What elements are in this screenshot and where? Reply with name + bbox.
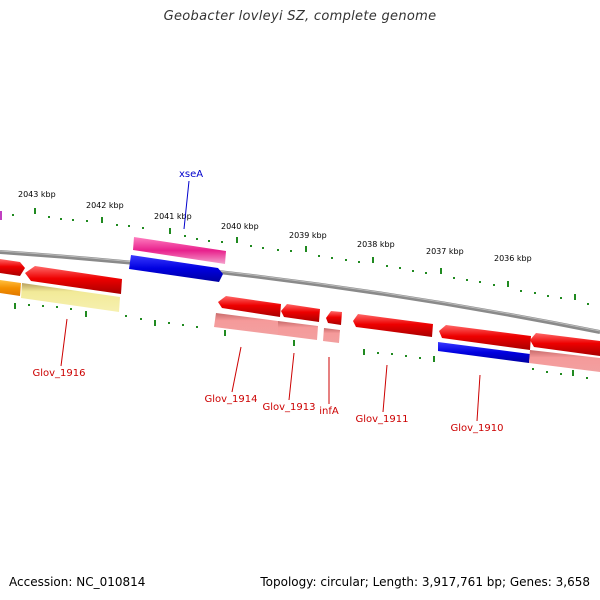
outer-tick-track bbox=[0, 208, 589, 305]
kbp-label: 2043 kbp bbox=[18, 190, 56, 199]
lower-feature-track bbox=[0, 280, 600, 372]
leader-glov1914 bbox=[231, 346, 242, 393]
feature-magenta-edge[interactable] bbox=[0, 211, 2, 220]
kbp-label: 2042 kbp bbox=[86, 201, 124, 210]
gene-blue-glov1910[interactable] bbox=[438, 342, 530, 363]
kbp-label: 2037 kbp bbox=[426, 247, 464, 256]
gene-label-glov1910[interactable]: Glov_1910 bbox=[450, 423, 503, 434]
gene-pink-xseA[interactable] bbox=[133, 237, 226, 264]
gene-arrow-right-edge[interactable] bbox=[530, 333, 600, 356]
leader-glov1913 bbox=[288, 352, 295, 401]
kbp-label: 2038 kbp bbox=[357, 240, 395, 249]
leader-glov1916 bbox=[60, 318, 68, 367]
genome-title: Geobacter lovleyi SZ, complete genome bbox=[163, 9, 437, 24]
gene-arrow-red-left[interactable] bbox=[25, 266, 122, 294]
kbp-label: 2040 kbp bbox=[221, 222, 259, 231]
gene-arrow-glov1914[interactable] bbox=[218, 296, 281, 317]
leader-glov1911 bbox=[382, 364, 388, 413]
gene-light-right-edge[interactable] bbox=[529, 350, 600, 372]
inner-tick-track bbox=[14, 303, 588, 379]
kbp-scale-labels: 2043 kbp 2042 kbp 2041 kbp 2040 kbp 2039… bbox=[18, 190, 532, 263]
gene-label-glov1911[interactable]: Glov_1911 bbox=[355, 414, 408, 425]
gene-light-infA[interactable] bbox=[323, 328, 340, 343]
gene-arrow-blue[interactable] bbox=[129, 255, 223, 282]
genome-backbone bbox=[0, 250, 600, 334]
genome-backbone-highlight bbox=[0, 250, 600, 332]
kbp-label: 2041 kbp bbox=[154, 212, 192, 221]
leader-glov1910 bbox=[476, 374, 481, 422]
gene-orange-edge[interactable] bbox=[0, 280, 21, 296]
gene-light-glov1913[interactable] bbox=[278, 321, 318, 340]
gene-label-glov1914[interactable]: Glov_1914 bbox=[204, 394, 257, 405]
gene-label-glov1916[interactable]: Glov_1916 bbox=[32, 368, 85, 379]
gene-arrow-glov1913[interactable] bbox=[281, 304, 320, 322]
label-leader-lines bbox=[60, 180, 481, 422]
upper-feature-track bbox=[0, 237, 226, 294]
gene-arrow-edge-left[interactable] bbox=[0, 259, 25, 276]
gene-arrow-glov1910[interactable] bbox=[439, 325, 531, 350]
gene-label-infA[interactable]: infA bbox=[319, 406, 339, 417]
genome-summary-text: Topology: circular; Length: 3,917,761 bp… bbox=[260, 575, 590, 589]
gene-label-xseA[interactable]: xseA bbox=[179, 169, 203, 180]
leader-xseA bbox=[183, 180, 190, 230]
gene-arrow-glov1911[interactable] bbox=[353, 314, 433, 337]
kbp-label: 2036 kbp bbox=[494, 254, 532, 263]
gene-labels: xseA Glov_1916 Glov_1914 Glov_1913 infA … bbox=[32, 169, 503, 434]
gene-yellow-block[interactable] bbox=[21, 283, 120, 312]
gene-arrow-infA[interactable] bbox=[326, 311, 342, 325]
accession-text: Accession: NC_010814 bbox=[9, 575, 146, 589]
gene-light-glov1914[interactable] bbox=[214, 313, 278, 335]
gene-label-glov1913[interactable]: Glov_1913 bbox=[262, 402, 315, 413]
kbp-label: 2039 kbp bbox=[289, 231, 327, 240]
